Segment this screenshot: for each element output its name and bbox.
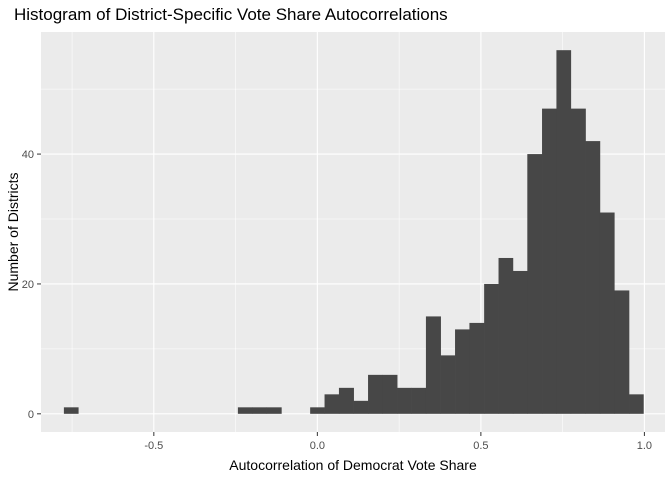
histogram-bar xyxy=(237,407,253,414)
histogram-bar xyxy=(324,394,340,414)
histogram-bar xyxy=(469,322,485,414)
y-axis-title: Number of Districts xyxy=(5,172,21,291)
histogram-bar xyxy=(353,400,369,414)
x-axis-title: Autocorrelation of Democrat Vote Share xyxy=(229,457,477,473)
histogram-bar xyxy=(484,283,499,414)
histogram-bar xyxy=(338,387,354,414)
histogram-bar xyxy=(310,407,325,414)
histogram-bar xyxy=(614,290,630,414)
histogram-bar xyxy=(498,257,514,414)
x-tick-label: 0.5 xyxy=(473,440,488,452)
histogram-bar xyxy=(252,407,267,414)
axis-ticks: -0.5 0.0 0.5 1.0 0 20 40 xyxy=(22,149,652,452)
histogram-bar xyxy=(512,270,528,414)
histogram-bar xyxy=(266,407,282,414)
x-tick-label: 0.0 xyxy=(310,440,325,452)
histogram-bar xyxy=(411,387,427,414)
histogram-bar xyxy=(585,141,601,414)
histogram-bar xyxy=(556,50,572,414)
histogram-bar xyxy=(397,387,412,414)
histogram-bars xyxy=(63,50,644,414)
y-tick-label: 0 xyxy=(28,409,34,421)
histogram-bar xyxy=(368,374,383,414)
histogram-bar xyxy=(599,212,615,414)
histogram-bar xyxy=(382,374,398,414)
x-tick-label: 1.0 xyxy=(637,440,652,452)
x-tick-label: -0.5 xyxy=(144,440,163,452)
y-tick-label: 20 xyxy=(22,279,34,291)
histogram-bar xyxy=(527,154,543,414)
histogram-bar xyxy=(440,355,456,414)
histogram-bar xyxy=(570,108,586,414)
y-tick-label: 40 xyxy=(22,149,34,161)
histogram-bar xyxy=(455,329,470,414)
histogram-bar xyxy=(629,394,644,414)
histogram-bar xyxy=(542,108,557,414)
chart-title: Histogram of District-Specific Vote Shar… xyxy=(14,5,448,24)
histogram-bar xyxy=(63,407,79,414)
histogram-bar xyxy=(425,316,441,414)
